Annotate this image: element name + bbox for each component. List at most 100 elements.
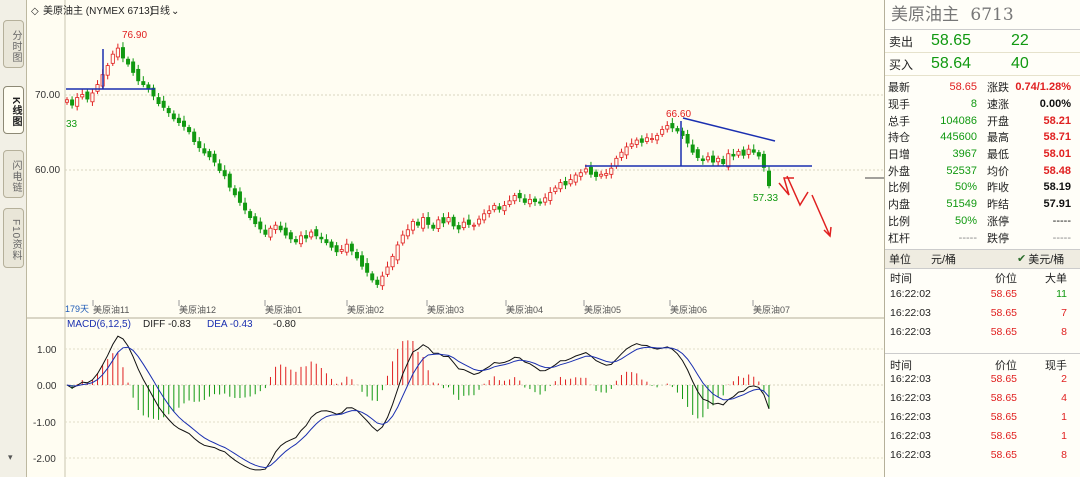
tick-price: 58.65	[990, 449, 1017, 462]
chart-area[interactable]: ◇ 美原油主 (NYMEX 6713) 日线 ⌄ 70.00 60.00 76.…	[27, 0, 884, 477]
stat-value: 0.74/1.28%	[1015, 81, 1071, 94]
candle-body	[243, 202, 248, 211]
tick-price: 58.65	[990, 411, 1017, 424]
candle-body	[746, 148, 751, 155]
macd-ytick-1: 1.00	[37, 345, 57, 356]
candle-body	[405, 229, 410, 237]
buy-row[interactable]: 买入 58.64 40	[885, 53, 1080, 76]
ticks-header: 时间 价位 现手	[885, 354, 1080, 372]
label-low-right: 57.33	[753, 193, 778, 204]
tick-row: 16:22:03 58.65 1	[885, 408, 1080, 427]
stat-row: 日增 3967 最低 58.01	[885, 146, 1080, 163]
chart-title-icon: ◇	[31, 6, 39, 17]
candle-body	[75, 97, 80, 107]
candle-body	[192, 131, 197, 142]
trade-volume: 11	[1056, 288, 1067, 301]
stat-value: 3967	[952, 148, 977, 161]
candle-body	[650, 138, 655, 140]
candle-body	[527, 198, 532, 205]
candle-body	[751, 149, 756, 153]
candle-body	[482, 213, 487, 221]
sell-row[interactable]: 卖出 58.65 22	[885, 30, 1080, 53]
candle-body	[594, 171, 599, 177]
candle-body	[568, 179, 573, 185]
xtick-label: 美原油05	[584, 304, 621, 315]
macd-ytick-neg1: -1.00	[33, 418, 56, 429]
collapse-chevron-icon[interactable]: ▾	[8, 452, 13, 462]
chevron-down-icon[interactable]: ⌄	[171, 6, 179, 17]
tick-volume: 8	[1061, 449, 1067, 462]
candle-body	[354, 252, 359, 259]
buy-label: 买入	[889, 57, 914, 72]
tick-time: 16:22:03	[890, 430, 931, 443]
candle-body	[253, 216, 258, 225]
macd-value-label: -0.80	[273, 319, 296, 330]
unit-row: 单位 元/桶 ✔ 美元/桶	[885, 248, 1080, 269]
unit-option[interactable]: 元/桶	[931, 253, 957, 266]
unit-label: 单位	[889, 253, 911, 266]
candle-body	[380, 275, 385, 287]
stat-value: 58.21	[1043, 114, 1071, 127]
candle-body	[512, 195, 517, 202]
stat-label: 内盘	[888, 199, 910, 212]
candle-body	[65, 99, 70, 103]
quote-stats: 最新 58.65 涨跌 0.74/1.28% 现手 8 速涨 0.00% 总手 104086 开…	[885, 76, 1080, 246]
candle-body	[370, 273, 375, 281]
candle-body	[644, 137, 649, 142]
candle-body	[685, 133, 690, 144]
macd-diff-label: DIFF -0.83	[143, 319, 191, 330]
candle-body	[675, 128, 680, 132]
stat-label: 开盘	[987, 115, 1009, 128]
stat-row: 内盘 51549 昨结 57.91	[885, 196, 1080, 213]
candle-body	[532, 198, 537, 203]
tab-kline[interactable]: K线图	[3, 86, 24, 134]
candle-body	[390, 255, 395, 268]
candle-body	[441, 217, 446, 224]
stat-label: 外盘	[888, 165, 910, 178]
trade-volume: 8	[1061, 326, 1067, 339]
label-peak2: 66.60	[666, 109, 691, 120]
candle-body	[624, 146, 629, 156]
candle-body	[446, 217, 451, 223]
candle-body	[660, 129, 665, 135]
trade-time: 16:22:02	[890, 288, 931, 301]
stat-label: 持仓	[888, 132, 910, 145]
candle-body	[278, 225, 283, 231]
stat-label: 现手	[888, 99, 910, 112]
sell-volume: 22	[1011, 32, 1029, 49]
resistance-line	[682, 117, 776, 142]
candle-body	[288, 232, 293, 240]
stat-label: 杠杆	[888, 232, 910, 245]
candle-body	[248, 211, 253, 219]
col-time: 时间	[890, 272, 912, 285]
tab-flash-chain[interactable]: 闪电链	[3, 150, 24, 198]
stat-label: 最低	[987, 149, 1009, 162]
left-tab-bar: 分时图 K线图 闪电链 F10资料 ▾	[0, 0, 27, 477]
candle-body	[309, 231, 314, 238]
stat-value: 104086	[940, 114, 977, 127]
tab-timeshare[interactable]: 分时图	[3, 20, 24, 68]
candle-body	[410, 220, 415, 231]
stat-value: 58.65	[949, 81, 977, 94]
tick-row: 16:22:03 58.65 4	[885, 389, 1080, 408]
period-selector[interactable]: 日线	[150, 4, 170, 17]
candle-body	[202, 148, 207, 154]
label-high: 76.90	[122, 30, 147, 41]
candle-body	[665, 125, 670, 130]
candle-body	[304, 235, 309, 239]
candle-body	[599, 173, 604, 177]
candle-body	[634, 139, 639, 145]
candle-body	[655, 135, 660, 141]
candle-body	[90, 92, 95, 103]
candle-body	[95, 84, 100, 92]
tab-f10[interactable]: F10资料	[3, 208, 24, 268]
candle-body	[85, 91, 90, 100]
candle-body	[293, 239, 298, 243]
unit-option-checked[interactable]: 美元/桶	[1028, 253, 1065, 266]
stat-label[interactable]: 均价	[987, 165, 1009, 178]
tick-time: 16:22:03	[890, 373, 931, 386]
quote-name: 美原油主	[891, 5, 959, 25]
candle-body	[756, 152, 761, 157]
candle-body	[329, 241, 334, 248]
